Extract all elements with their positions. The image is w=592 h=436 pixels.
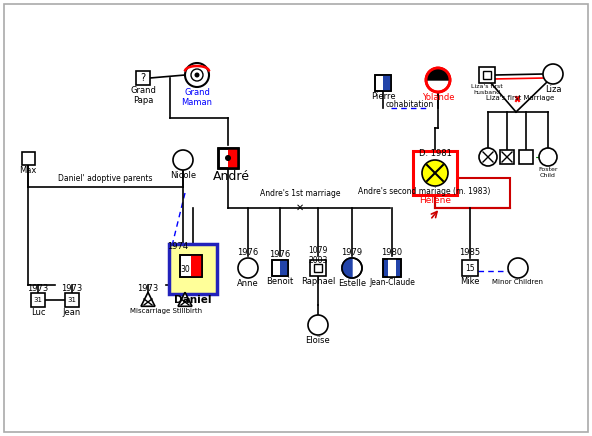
- Bar: [310, 260, 326, 276]
- Text: Yolande: Yolande: [422, 93, 454, 102]
- Circle shape: [238, 258, 258, 278]
- Text: Pierre: Pierre: [371, 92, 395, 101]
- Text: 1985: 1985: [459, 248, 481, 257]
- Circle shape: [422, 160, 448, 186]
- Bar: [280, 260, 288, 276]
- Text: Luc: Luc: [31, 308, 45, 317]
- Circle shape: [426, 68, 450, 92]
- Bar: [375, 75, 391, 91]
- Text: Liza's first
husband: Liza's first husband: [471, 84, 503, 95]
- Text: Anne: Anne: [237, 279, 259, 288]
- Bar: [272, 260, 288, 276]
- Bar: [272, 260, 288, 276]
- Bar: [180, 255, 202, 277]
- Polygon shape: [178, 292, 192, 307]
- Bar: [21, 151, 34, 164]
- Text: 31: 31: [34, 297, 43, 303]
- Text: Jean: Jean: [63, 308, 81, 317]
- Bar: [435, 178, 510, 208]
- Bar: [314, 264, 322, 272]
- Text: 1974: 1974: [167, 242, 188, 251]
- Circle shape: [225, 155, 231, 161]
- Bar: [191, 255, 202, 277]
- Text: Grand
Maman: Grand Maman: [182, 88, 213, 107]
- Bar: [519, 150, 533, 164]
- Text: 1973: 1973: [27, 284, 49, 293]
- Circle shape: [308, 315, 328, 335]
- Text: Daniel: Daniel: [174, 295, 212, 305]
- Text: 1079
2003: 1079 2003: [308, 246, 328, 266]
- Circle shape: [185, 63, 209, 87]
- Text: Andre's second mariage (m. 1983): Andre's second mariage (m. 1983): [358, 187, 490, 196]
- Circle shape: [195, 72, 200, 78]
- Bar: [136, 71, 150, 85]
- Circle shape: [508, 258, 528, 278]
- Text: 15: 15: [465, 263, 475, 272]
- Circle shape: [191, 69, 203, 81]
- Text: Minor Children: Minor Children: [493, 279, 543, 285]
- Bar: [500, 150, 514, 164]
- Text: Foster
Child: Foster Child: [538, 167, 558, 178]
- Text: Miscarriage Stillbirth: Miscarriage Stillbirth: [130, 308, 202, 314]
- Text: Grand
Papa: Grand Papa: [130, 86, 156, 106]
- Bar: [31, 293, 45, 307]
- Text: Liza: Liza: [545, 85, 561, 94]
- Bar: [388, 259, 396, 277]
- Circle shape: [543, 64, 563, 84]
- Bar: [375, 75, 391, 91]
- Text: Raphael: Raphael: [301, 277, 335, 286]
- Text: Hélène: Hélène: [419, 196, 451, 205]
- Text: Daniel' adoptive parents: Daniel' adoptive parents: [58, 174, 152, 183]
- Text: ✕: ✕: [296, 203, 304, 213]
- Bar: [462, 260, 478, 276]
- Polygon shape: [141, 292, 155, 307]
- Bar: [483, 71, 491, 79]
- Bar: [228, 148, 238, 168]
- Text: 1976: 1976: [269, 250, 291, 259]
- Text: 30: 30: [180, 265, 190, 273]
- Bar: [169, 244, 217, 294]
- Text: D. 1981: D. 1981: [419, 149, 452, 158]
- Text: cohabitation: cohabitation: [386, 100, 434, 109]
- Text: Eloïse: Eloïse: [305, 336, 330, 345]
- Bar: [65, 293, 79, 307]
- Text: 31: 31: [67, 297, 76, 303]
- Text: 1973: 1973: [137, 284, 159, 293]
- Circle shape: [173, 150, 193, 170]
- Bar: [218, 148, 238, 168]
- Bar: [383, 259, 401, 277]
- Text: ?: ?: [140, 73, 146, 83]
- Text: Estelle: Estelle: [338, 279, 366, 288]
- Bar: [180, 255, 202, 277]
- Text: André: André: [213, 170, 249, 183]
- Text: Jean-Claude: Jean-Claude: [369, 278, 415, 287]
- Text: 1980: 1980: [381, 248, 403, 257]
- Circle shape: [479, 148, 497, 166]
- Bar: [479, 67, 495, 83]
- Circle shape: [539, 148, 557, 166]
- Text: 1973: 1973: [62, 284, 83, 293]
- Text: Andre's 1st marriage: Andre's 1st marriage: [260, 189, 340, 198]
- Circle shape: [342, 258, 362, 278]
- Text: Nicole: Nicole: [170, 171, 196, 180]
- Polygon shape: [342, 258, 352, 278]
- Bar: [218, 148, 238, 168]
- Text: Mike: Mike: [460, 277, 480, 286]
- Text: Max: Max: [20, 166, 37, 175]
- Text: 1979: 1979: [342, 248, 362, 257]
- Bar: [383, 259, 401, 277]
- Text: Benoit: Benoit: [266, 277, 294, 286]
- Text: Liza's first Marriage: Liza's first Marriage: [486, 95, 554, 101]
- Polygon shape: [426, 68, 450, 80]
- Bar: [383, 75, 391, 91]
- Bar: [413, 151, 457, 195]
- Text: 1976: 1976: [237, 248, 259, 257]
